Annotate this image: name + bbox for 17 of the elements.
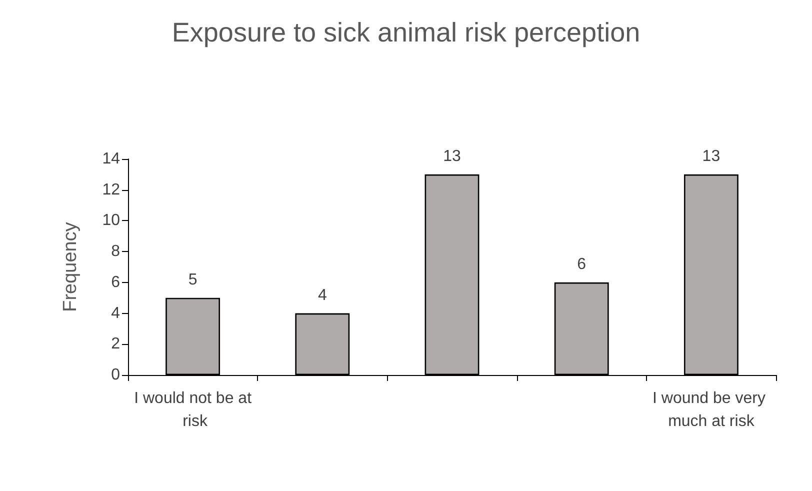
y-tick-label: 8 [111, 243, 120, 260]
y-tick-label: 6 [111, 274, 120, 291]
data-label: 13 [443, 148, 461, 165]
y-tick-label: 2 [111, 336, 120, 353]
y-tick-label: 12 [102, 181, 120, 198]
y-tick-label: 4 [111, 304, 120, 322]
y-tick-label: 10 [102, 212, 120, 230]
x-tick-label: I wound be very much at risk [652, 390, 770, 430]
y-tick-label: 14 [102, 150, 120, 168]
y-tick-label: 0 [111, 366, 120, 384]
data-label: 4 [318, 286, 327, 304]
data-label: 5 [188, 271, 198, 288]
data-label: 13 [702, 148, 720, 165]
x-tick-label: I would not be at risk [134, 390, 252, 430]
data-label: 6 [577, 256, 586, 273]
y-axis-title: Frequency [60, 222, 81, 312]
chart-title: Exposure to sick animal risk perception [172, 18, 640, 48]
